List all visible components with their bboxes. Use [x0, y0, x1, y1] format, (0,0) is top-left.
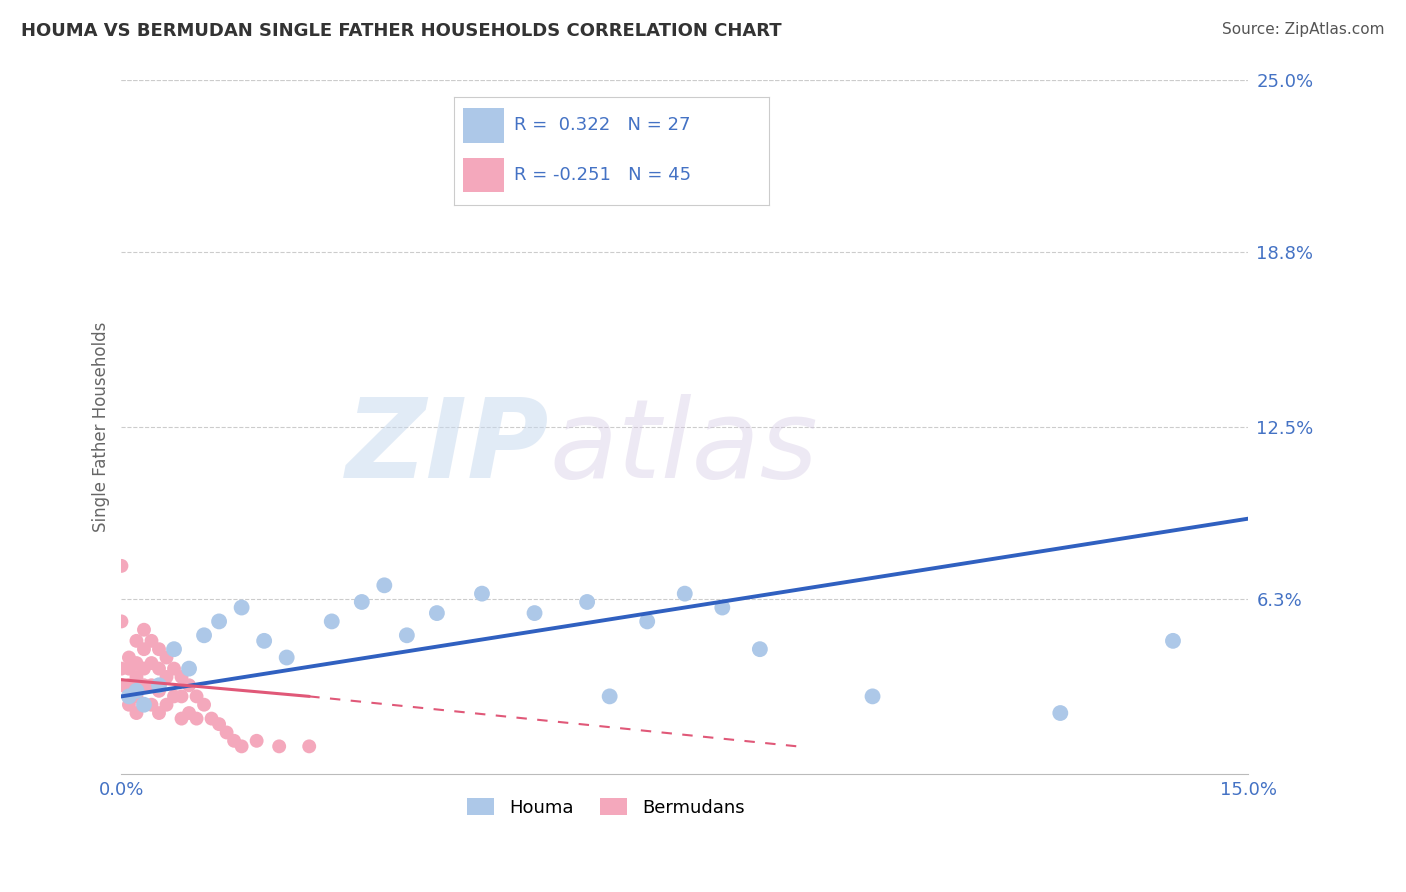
Point	[224, 734, 246, 748]
Point	[471, 587, 494, 601]
Point	[110, 678, 132, 692]
Point	[155, 650, 177, 665]
Point	[163, 662, 186, 676]
Point	[193, 628, 215, 642]
Point	[132, 662, 155, 676]
Point	[141, 656, 163, 670]
Point	[269, 739, 291, 754]
Point	[110, 615, 132, 629]
Point	[426, 606, 449, 620]
Point	[118, 650, 141, 665]
Point	[141, 633, 163, 648]
Point	[231, 600, 253, 615]
Point	[862, 690, 884, 704]
Point	[748, 642, 770, 657]
Point	[177, 678, 200, 692]
Point	[132, 698, 155, 712]
Point	[118, 678, 141, 692]
Point	[1161, 633, 1184, 648]
Point	[125, 683, 148, 698]
Point	[132, 678, 155, 692]
Point	[276, 650, 298, 665]
Point	[155, 698, 177, 712]
Point	[125, 690, 148, 704]
Point	[170, 670, 193, 684]
Point	[215, 725, 238, 739]
Point	[1049, 706, 1071, 720]
Point	[110, 662, 132, 676]
Point	[163, 690, 186, 704]
Point	[177, 662, 200, 676]
Y-axis label: Single Father Households: Single Father Households	[93, 322, 110, 533]
Text: atlas: atlas	[550, 394, 818, 501]
Point	[125, 706, 148, 720]
Point	[148, 642, 170, 657]
Point	[170, 690, 193, 704]
Point	[170, 712, 193, 726]
Point	[576, 595, 599, 609]
Point	[125, 656, 148, 670]
Point	[231, 739, 253, 754]
Point	[186, 690, 208, 704]
Point	[132, 623, 155, 637]
Text: ZIP: ZIP	[346, 394, 550, 501]
Point	[208, 717, 231, 731]
Point	[523, 189, 546, 203]
Text: Source: ZipAtlas.com: Source: ZipAtlas.com	[1222, 22, 1385, 37]
Point	[673, 587, 696, 601]
Point	[321, 615, 343, 629]
Point	[636, 615, 658, 629]
Point	[395, 628, 418, 642]
Point	[148, 662, 170, 676]
Point	[125, 633, 148, 648]
Point	[155, 670, 177, 684]
Point	[373, 578, 395, 592]
Point	[599, 690, 621, 704]
Text: HOUMA VS BERMUDAN SINGLE FATHER HOUSEHOLDS CORRELATION CHART: HOUMA VS BERMUDAN SINGLE FATHER HOUSEHOL…	[21, 22, 782, 40]
Point	[177, 706, 200, 720]
Point	[118, 690, 141, 704]
Point	[193, 698, 215, 712]
Point	[148, 683, 170, 698]
Point	[148, 706, 170, 720]
Point	[523, 606, 546, 620]
Point	[148, 678, 170, 692]
Point	[118, 698, 141, 712]
Point	[298, 739, 321, 754]
Point	[125, 670, 148, 684]
Point	[246, 734, 269, 748]
Point	[118, 662, 141, 676]
Point	[186, 712, 208, 726]
Point	[711, 600, 734, 615]
Point	[253, 633, 276, 648]
Point	[141, 698, 163, 712]
Point	[110, 558, 132, 573]
Legend: Houma, Bermudans: Houma, Bermudans	[460, 791, 752, 824]
Point	[132, 698, 155, 712]
Point	[350, 595, 373, 609]
Point	[132, 642, 155, 657]
Point	[200, 712, 222, 726]
Point	[163, 642, 186, 657]
Point	[208, 615, 231, 629]
Point	[141, 678, 163, 692]
